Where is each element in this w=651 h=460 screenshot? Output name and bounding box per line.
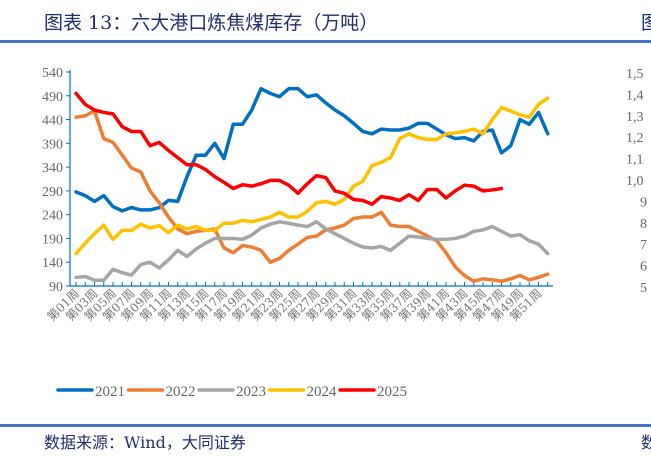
y-tick-label: 190	[42, 232, 63, 247]
x-axis: 第01周第03周第05周第07周第09周第11周第13周第15周第17周第19周…	[44, 282, 553, 324]
cutoff-axis-label: 1,4	[626, 88, 644, 103]
y-tick-label: 390	[42, 137, 63, 152]
legend-label-2024: 2024	[307, 384, 338, 400]
cutoff-axis-label: 9	[640, 195, 647, 210]
legend: 2021 2022 2023 2024 2025	[56, 384, 407, 400]
y-axis: 90 140 190 240 290 340 390 440 490 540	[42, 66, 71, 295]
series-line-2024	[74, 96, 550, 256]
y-tick-label: 140	[42, 256, 63, 271]
y-tick-label: 340	[42, 161, 63, 176]
cutoff-axis-label: 1,5	[626, 67, 644, 82]
line-chart: 90 140 190 240 290 340 390 440 490 540 第01周第03周第0…	[42, 66, 647, 400]
y-tick-label: 240	[42, 209, 63, 224]
cutoff-axis-label: 7	[640, 238, 647, 253]
series-line-2025	[74, 91, 504, 206]
cutoff-axis-label: 1,0	[626, 174, 644, 189]
cutoff-axis-label: 1,2	[626, 131, 644, 146]
series-line-2023	[74, 220, 550, 283]
legend-label-2021: 2021	[95, 384, 125, 400]
source-note: 数据来源：Wind，大同证券	[44, 433, 246, 452]
cutoff-axis-label: 8	[640, 217, 647, 232]
chart-title: 图表 13：六大港口炼焦煤库存（万吨）	[44, 12, 379, 34]
y-tick-label: 440	[42, 114, 63, 129]
cutoff-axis-label: 1,1	[626, 153, 644, 168]
y-tick-label: 90	[49, 280, 63, 295]
legend-label-2025: 2025	[377, 384, 407, 400]
series-lines	[74, 86, 550, 283]
series-line-2021	[74, 86, 550, 213]
legend-label-2023: 2023	[236, 384, 266, 400]
y-tick-label: 540	[42, 66, 63, 81]
cutoff-axis-label: 6	[640, 260, 647, 275]
y-tick-label: 290	[42, 185, 63, 200]
title-divider	[0, 40, 651, 43]
cutoff-axis-label: 1,3	[626, 110, 644, 125]
source-divider	[0, 424, 651, 427]
cutoff-right-axis: 1,5 1,4 1,3 1,2 1,1 1,0 9 8 7 6 5	[626, 67, 647, 296]
legend-label-2022: 2022	[166, 384, 196, 400]
cutoff-axis-label: 5	[640, 281, 647, 296]
cutoff-title-fragment: 图	[641, 12, 651, 34]
y-tick-label: 490	[42, 90, 63, 105]
cutoff-source-fragment: 数	[641, 433, 651, 452]
series-line-2022	[74, 109, 550, 283]
